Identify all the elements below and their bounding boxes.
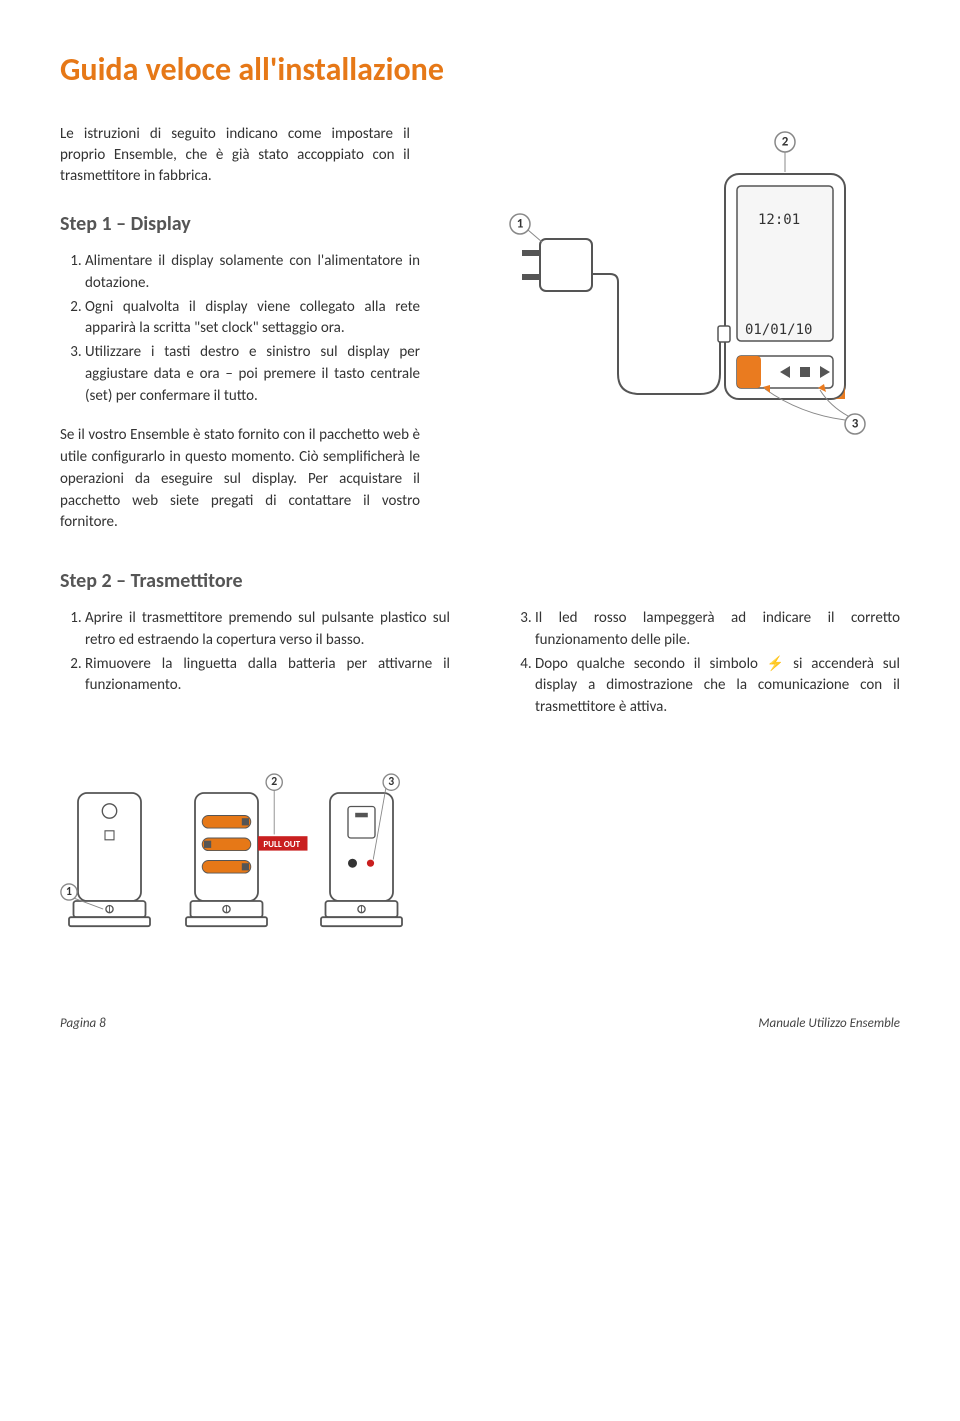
list-item: Utilizzare i tasti destro e sinistro sul… bbox=[85, 342, 420, 407]
list-item: Il led rosso lampeggerà ad indicare il c… bbox=[535, 608, 900, 652]
display-charger-diagram: 2 12:01 01/01/10 3 bbox=[470, 124, 890, 454]
step1-text-col: Le istruzioni di seguito indicano come i… bbox=[60, 124, 420, 534]
step2-right-col: Il led rosso lampeggerà ad indicare il c… bbox=[510, 608, 900, 721]
callout-2: 2 bbox=[782, 135, 789, 150]
callout-2b: 2 bbox=[271, 775, 277, 789]
callout-3b: 3 bbox=[388, 775, 394, 789]
lcd-time: 12:01 bbox=[758, 212, 800, 228]
callout-3: 3 bbox=[852, 417, 859, 432]
list-item: Aprire il trasmettitore premendo sul pul… bbox=[85, 608, 450, 652]
step2-left-col: Aprire il trasmettitore premendo sul pul… bbox=[60, 608, 450, 721]
pullout-label: PULL OUT bbox=[263, 839, 300, 850]
step2-columns: Aprire il trasmettitore premendo sul pul… bbox=[60, 608, 900, 721]
step1-list: Alimentare il display solamente con l'al… bbox=[85, 251, 420, 407]
intro-paragraph: Le istruzioni di seguito indicano come i… bbox=[60, 124, 410, 187]
list-item: Ogni qualvolta il display viene collegat… bbox=[85, 297, 420, 341]
step1-heading: Step 1 – Display bbox=[60, 212, 420, 236]
callout-1: 1 bbox=[517, 217, 524, 232]
step2-diagram-wrap: 1 PULL OUT 2 bbox=[60, 761, 900, 956]
list-item: Rimuovere la linguetta dalla batteria pe… bbox=[85, 654, 450, 698]
page-footer: Pagina 8 Manuale Utilizzo Ensemble bbox=[60, 1016, 900, 1031]
transmitter-diagram: 1 PULL OUT 2 bbox=[60, 761, 420, 951]
footer-title: Manuale Utilizzo Ensemble bbox=[758, 1016, 900, 1031]
step1-section: Le istruzioni di seguito indicano come i… bbox=[60, 124, 900, 534]
step1-diagram-col: 2 12:01 01/01/10 3 bbox=[460, 124, 900, 534]
step2-section: Step 2 – Trasmettitore Aprire il trasmet… bbox=[60, 569, 900, 956]
page-title: Guida veloce all'installazione bbox=[60, 50, 900, 89]
lcd-date: 01/01/10 bbox=[745, 322, 812, 338]
step1-note: Se il vostro Ensemble è stato fornito co… bbox=[60, 425, 420, 534]
step2-heading: Step 2 – Trasmettitore bbox=[60, 569, 900, 593]
callout-1b: 1 bbox=[66, 885, 72, 899]
list-item: Alimentare il display solamente con l'al… bbox=[85, 251, 420, 295]
footer-page: Pagina 8 bbox=[60, 1016, 106, 1031]
step2-left-list: Aprire il trasmettitore premendo sul pul… bbox=[85, 608, 450, 697]
step2-right-list: Il led rosso lampeggerà ad indicare il c… bbox=[535, 608, 900, 719]
list-item: Dopo qualche secondo il simbolo ⚡ si acc… bbox=[535, 654, 900, 719]
